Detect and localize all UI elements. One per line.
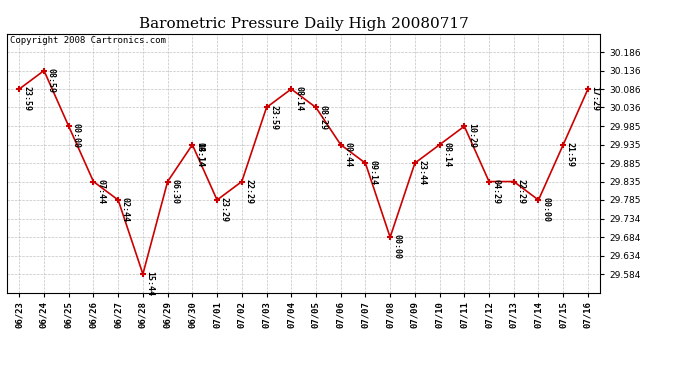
Text: 00:00: 00:00 bbox=[393, 234, 402, 260]
Text: 23:59: 23:59 bbox=[269, 105, 278, 130]
Text: 22:29: 22:29 bbox=[244, 179, 253, 204]
Text: 23:44: 23:44 bbox=[417, 160, 426, 185]
Text: 21:59: 21:59 bbox=[566, 142, 575, 167]
Text: 08:14: 08:14 bbox=[195, 142, 204, 167]
Text: 14:14: 14:14 bbox=[195, 142, 204, 167]
Text: 08:14: 08:14 bbox=[442, 142, 451, 167]
Text: 00:44: 00:44 bbox=[344, 142, 353, 167]
Text: 00:00: 00:00 bbox=[541, 197, 550, 222]
Title: Barometric Pressure Daily High 20080717: Barometric Pressure Daily High 20080717 bbox=[139, 17, 469, 31]
Text: 06:30: 06:30 bbox=[170, 179, 179, 204]
Text: 04:29: 04:29 bbox=[492, 179, 501, 204]
Text: 08:59: 08:59 bbox=[47, 68, 56, 93]
Text: 22:29: 22:29 bbox=[517, 179, 526, 204]
Text: 08:14: 08:14 bbox=[294, 86, 303, 111]
Text: 02:44: 02:44 bbox=[121, 197, 130, 222]
Text: 09:14: 09:14 bbox=[368, 160, 377, 185]
Text: Copyright 2008 Cartronics.com: Copyright 2008 Cartronics.com bbox=[10, 36, 166, 45]
Text: 08:29: 08:29 bbox=[319, 105, 328, 130]
Text: 15:44: 15:44 bbox=[146, 271, 155, 296]
Text: 23:59: 23:59 bbox=[22, 86, 31, 111]
Text: 07:44: 07:44 bbox=[96, 179, 105, 204]
Text: 17:29: 17:29 bbox=[591, 86, 600, 111]
Text: 10:29: 10:29 bbox=[467, 123, 476, 148]
Text: 23:29: 23:29 bbox=[220, 197, 229, 222]
Text: 00:00: 00:00 bbox=[72, 123, 81, 148]
